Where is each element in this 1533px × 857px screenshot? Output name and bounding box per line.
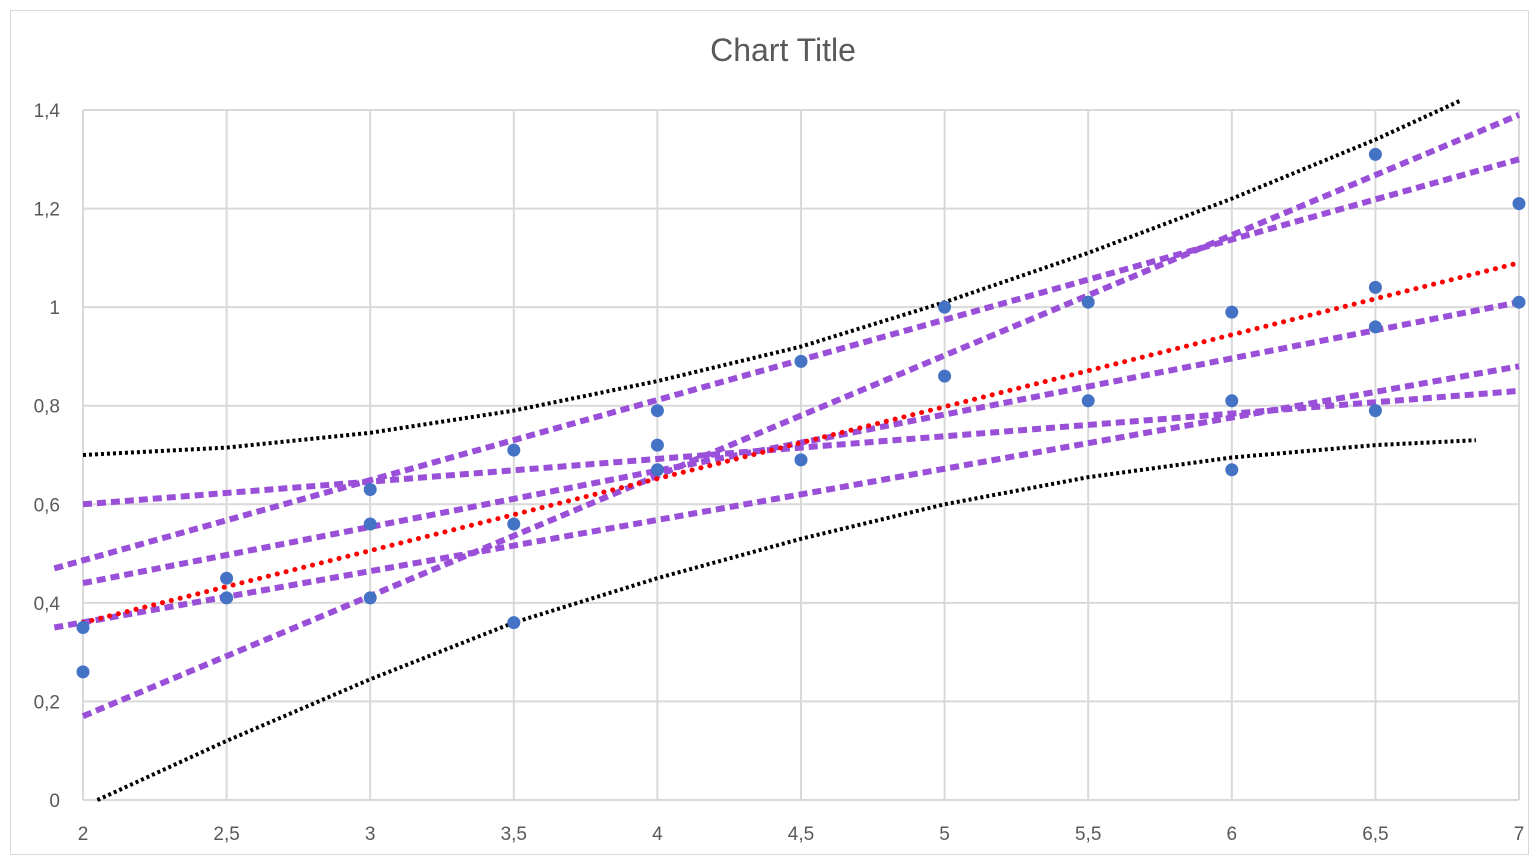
x-tick-label: 6,5 [1362, 824, 1388, 845]
x-tick-label: 7 [1514, 824, 1525, 845]
bootstrap-fit-line [81, 112, 1521, 719]
x-tick-label: 3,5 [501, 824, 527, 845]
y-tick-label: 0,8 [34, 397, 60, 418]
x-tick-label: 4,5 [788, 824, 814, 845]
data-point [1225, 305, 1239, 319]
data-point [1081, 394, 1095, 408]
data-point [220, 591, 234, 605]
data-point [1512, 197, 1526, 211]
data-point [1368, 147, 1382, 161]
confidence-upper-curve [82, 98, 1463, 457]
y-tick-label: 0 [49, 791, 60, 812]
bootstrap-fit-line [82, 387, 1520, 508]
data-point [507, 443, 521, 457]
x-tick-label: 5 [939, 824, 950, 845]
data-point [650, 463, 664, 477]
data-point [938, 300, 952, 314]
y-tick-label: 0,6 [34, 495, 60, 516]
data-point [1368, 404, 1382, 418]
data-point [76, 665, 90, 679]
x-tick-label: 6 [1227, 824, 1238, 845]
y-tick-label: 0,4 [34, 594, 61, 615]
x-tick-label: 5,5 [1075, 824, 1101, 845]
data-point [650, 438, 664, 452]
data-point [363, 483, 377, 496]
x-tick-label: 2,5 [213, 824, 239, 845]
bootstrap-fit-line [82, 299, 1520, 587]
data-point [363, 591, 377, 605]
y-tick-label: 0,2 [34, 692, 60, 713]
y-tick-label: 1,4 [34, 101, 61, 122]
bootstrap-fit-line [53, 363, 1520, 631]
data-point [650, 404, 664, 418]
chart-frame [10, 10, 1529, 855]
data-point [507, 517, 521, 531]
data-point [1512, 295, 1526, 309]
bootstrap-fit-line [53, 156, 1520, 572]
x-tick-label: 4 [652, 824, 663, 845]
y-tick-label: 1,2 [34, 200, 60, 221]
confidence-lower-curve [96, 438, 1476, 802]
data-point [1225, 463, 1239, 477]
data-point [1368, 280, 1382, 294]
data-point [363, 517, 377, 531]
data-point [220, 571, 234, 585]
y-tick-label: 1 [49, 298, 60, 319]
data-point [938, 369, 952, 383]
data-point [1368, 320, 1382, 334]
trend-line [80, 260, 1522, 626]
data-point [1225, 394, 1239, 408]
data-point [1081, 295, 1095, 309]
x-tick-label: 2 [78, 824, 89, 845]
data-point [794, 453, 808, 467]
chart-title: Chart Title [710, 32, 856, 68]
x-tick-label: 3 [365, 824, 376, 845]
data-point [507, 616, 521, 630]
data-point [794, 354, 808, 368]
data-point [76, 621, 90, 634]
